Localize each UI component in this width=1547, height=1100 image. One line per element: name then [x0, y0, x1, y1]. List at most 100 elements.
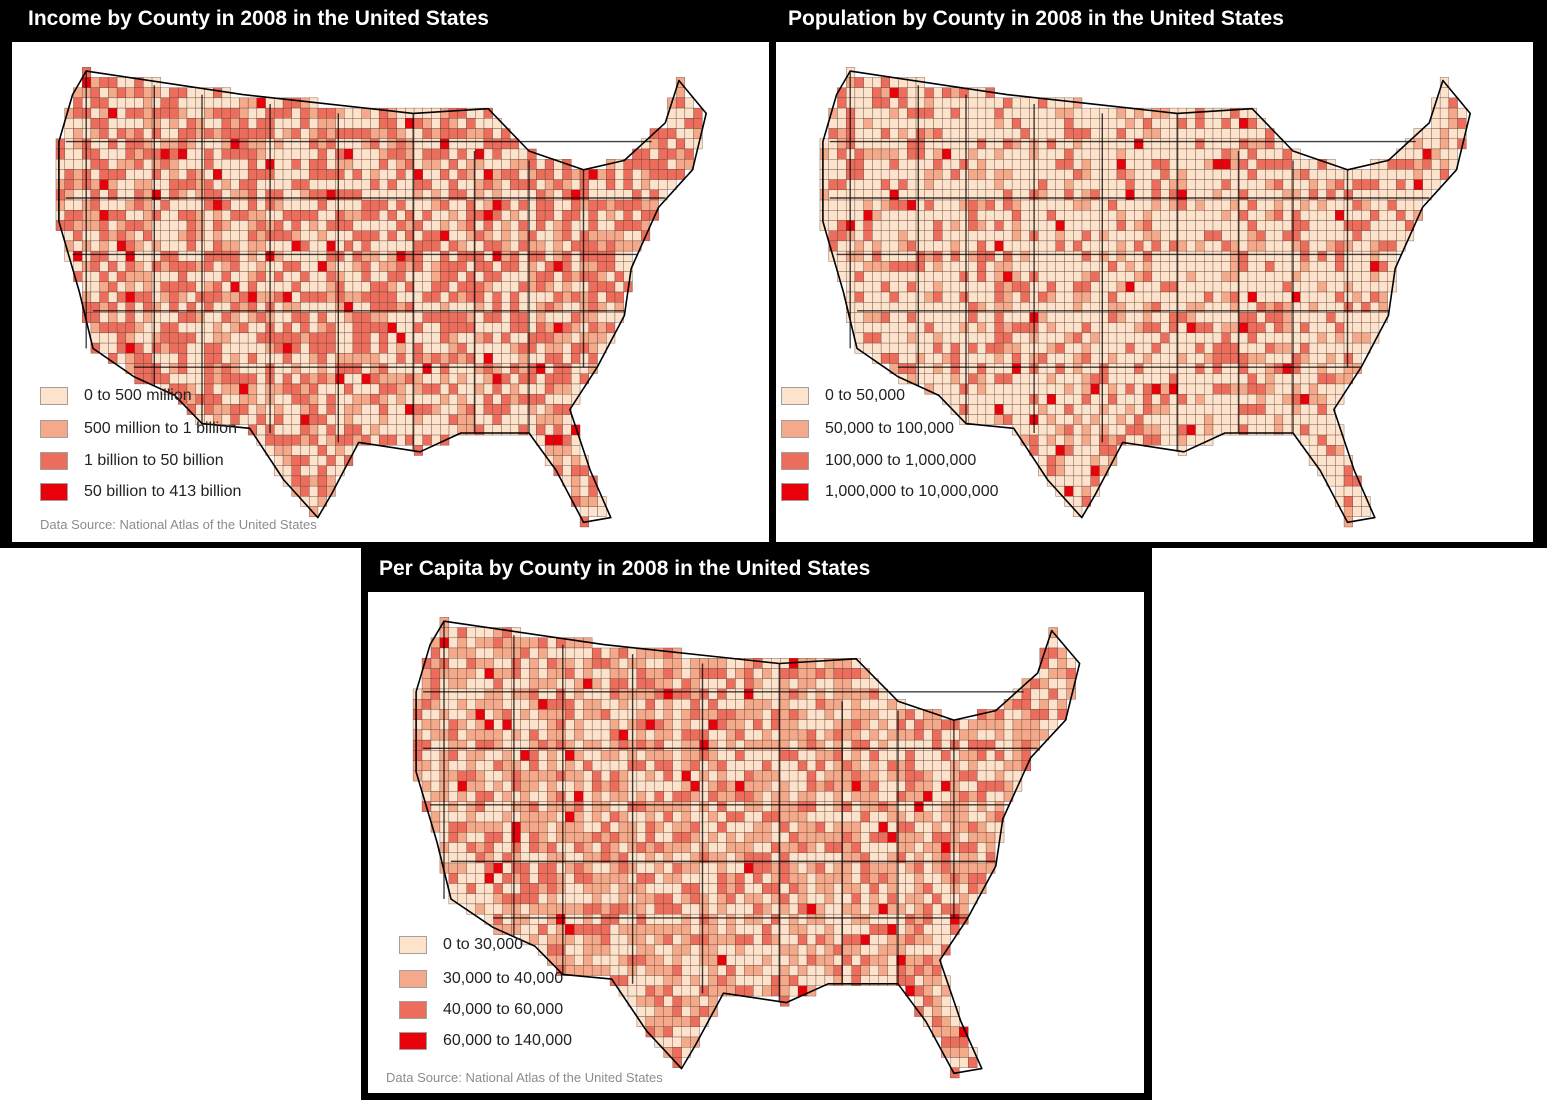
county: [448, 770, 459, 782]
county: [475, 281, 485, 293]
county: [64, 199, 74, 211]
county: [160, 118, 170, 129]
county: [1046, 312, 1056, 323]
county: [579, 465, 589, 477]
county: [134, 353, 144, 364]
county: [344, 179, 354, 191]
county: [544, 281, 555, 293]
county: [1265, 393, 1275, 405]
county: [872, 128, 882, 139]
county: [681, 750, 691, 761]
county: [959, 363, 969, 374]
county: [1055, 291, 1065, 303]
county: [213, 281, 223, 293]
county: [352, 281, 362, 293]
county: [1108, 250, 1118, 262]
county: [1282, 322, 1292, 334]
county: [1422, 128, 1432, 139]
county: [950, 729, 960, 741]
county: [300, 261, 310, 272]
county: [421, 698, 432, 710]
county: [134, 128, 144, 139]
county: [1134, 261, 1144, 272]
county: [1011, 261, 1022, 272]
county: [1413, 158, 1423, 170]
county: [717, 668, 727, 679]
county: [1099, 353, 1109, 364]
county: [484, 770, 494, 782]
county: [1326, 383, 1336, 395]
county: [1020, 322, 1030, 334]
county: [239, 158, 249, 170]
county: [1387, 199, 1397, 211]
county: [256, 199, 266, 211]
county: [90, 138, 100, 150]
county: [125, 210, 135, 221]
county: [618, 709, 629, 720]
county: [654, 750, 664, 761]
county: [1256, 353, 1266, 364]
county: [1108, 404, 1118, 415]
county: [1142, 291, 1153, 303]
county: [1300, 393, 1310, 405]
county: [1221, 250, 1231, 262]
county: [977, 281, 987, 293]
county: [1212, 250, 1222, 262]
county: [1064, 250, 1074, 262]
county: [1247, 342, 1257, 354]
county: [837, 148, 847, 160]
county: [387, 179, 397, 191]
county: [1212, 128, 1222, 139]
county: [863, 281, 873, 293]
county: [1125, 281, 1135, 293]
county: [1038, 107, 1048, 119]
county: [143, 240, 153, 252]
county: [440, 353, 450, 364]
county: [326, 179, 336, 191]
county: [221, 230, 231, 242]
county: [475, 709, 485, 720]
county: [1011, 363, 1022, 374]
county: [574, 750, 584, 761]
county: [1308, 373, 1319, 385]
county: [579, 271, 589, 282]
county: [1204, 199, 1214, 211]
county: [1256, 404, 1266, 415]
county: [1090, 424, 1100, 436]
county: [247, 281, 258, 293]
county: [352, 118, 362, 129]
county: [872, 240, 882, 252]
county: [1335, 179, 1345, 191]
county: [1300, 179, 1310, 191]
county: [654, 729, 664, 741]
county: [1073, 128, 1083, 139]
county: [1099, 240, 1109, 252]
county: [274, 353, 284, 364]
county: [1439, 87, 1450, 99]
county: [672, 760, 682, 772]
county: [1308, 383, 1319, 395]
county: [968, 220, 978, 231]
county: [1020, 353, 1030, 364]
county: [352, 107, 362, 119]
county: [387, 250, 397, 262]
county: [169, 312, 179, 323]
county: [942, 87, 952, 99]
county: [684, 128, 694, 139]
county: [538, 658, 548, 669]
county: [1073, 312, 1083, 323]
county: [536, 393, 546, 405]
county: [55, 138, 65, 150]
county: [509, 281, 520, 293]
county: [230, 118, 240, 129]
county: [1020, 210, 1030, 221]
county: [1081, 271, 1091, 282]
county: [291, 199, 301, 211]
county: [230, 128, 240, 139]
county: [1099, 199, 1109, 211]
county: [352, 210, 362, 221]
county: [213, 128, 223, 139]
county: [872, 118, 882, 129]
county: [440, 342, 450, 354]
county: [361, 220, 371, 231]
